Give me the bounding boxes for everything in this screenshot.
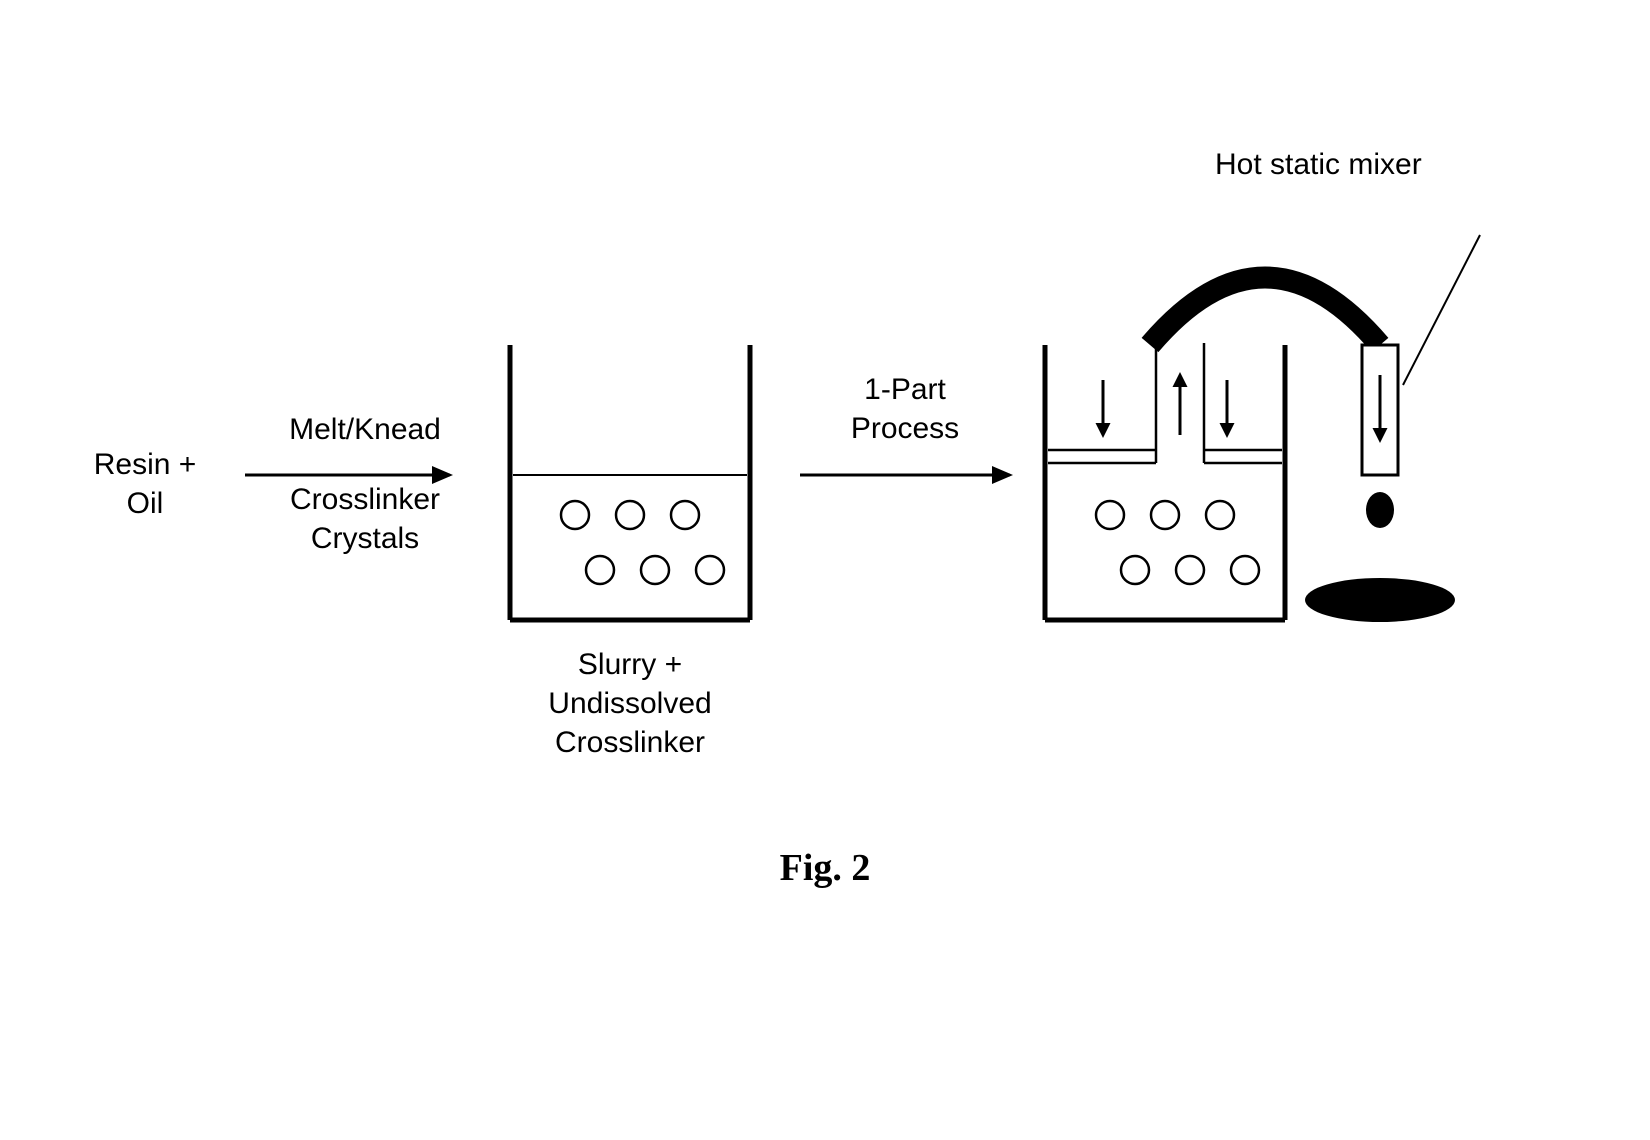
- droplet: [1366, 492, 1394, 528]
- mixer-pointer-line: [1403, 235, 1480, 385]
- crosslinker-circles-1: [561, 501, 724, 584]
- arc-tube: [1150, 278, 1380, 346]
- puddle: [1305, 578, 1455, 622]
- diagram-svg: [0, 80, 1650, 780]
- crosslinker-circles-2: [1096, 501, 1259, 584]
- process-diagram: Resin + Oil Melt/Knead Crosslinker Cryst…: [0, 80, 1650, 780]
- beaker-piston: [1045, 343, 1285, 620]
- figure-caption: Fig. 2: [0, 846, 1650, 890]
- beaker-slurry: [510, 345, 750, 620]
